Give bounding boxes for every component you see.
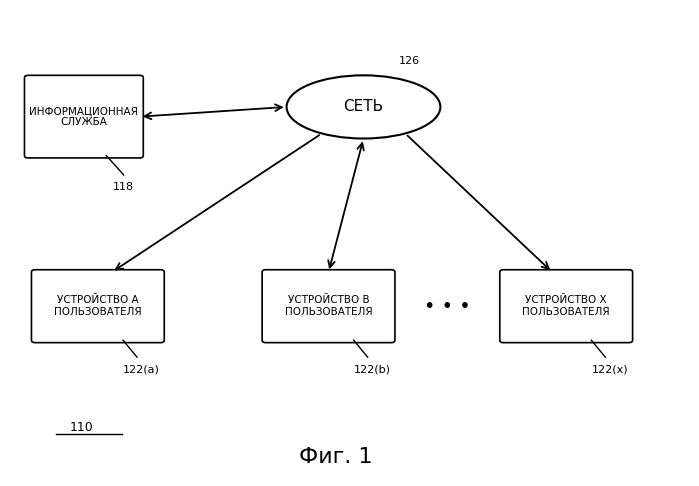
Text: 126: 126 — [398, 55, 419, 66]
Text: УСТРОЙСТВО А
ПОЛЬЗОВАТЕЛЯ: УСТРОЙСТВО А ПОЛЬЗОВАТЕЛЯ — [54, 295, 142, 317]
Ellipse shape — [287, 75, 440, 139]
Text: 118: 118 — [113, 182, 134, 192]
Text: УСТРОЙСТВО В
ПОЛЬЗОВАТЕЛЯ: УСТРОЙСТВО В ПОЛЬЗОВАТЕЛЯ — [284, 295, 373, 317]
Text: 122(x): 122(x) — [591, 364, 628, 375]
FancyBboxPatch shape — [262, 270, 395, 343]
FancyBboxPatch shape — [500, 270, 633, 343]
Text: Фиг. 1: Фиг. 1 — [298, 447, 373, 467]
Text: 122(b): 122(b) — [354, 364, 391, 375]
Text: 122(a): 122(a) — [123, 364, 160, 375]
FancyBboxPatch shape — [24, 75, 143, 158]
Text: • • •: • • • — [424, 296, 470, 316]
FancyBboxPatch shape — [31, 270, 164, 343]
Text: ИНФОРМАЦИОННАЯ
СЛУЖБА: ИНФОРМАЦИОННАЯ СЛУЖБА — [29, 106, 138, 127]
Text: 110: 110 — [70, 421, 94, 434]
Text: СЕТЬ: СЕТЬ — [343, 100, 384, 114]
Text: УСТРОЙСТВО Х
ПОЛЬЗОВАТЕЛЯ: УСТРОЙСТВО Х ПОЛЬЗОВАТЕЛЯ — [522, 295, 610, 317]
